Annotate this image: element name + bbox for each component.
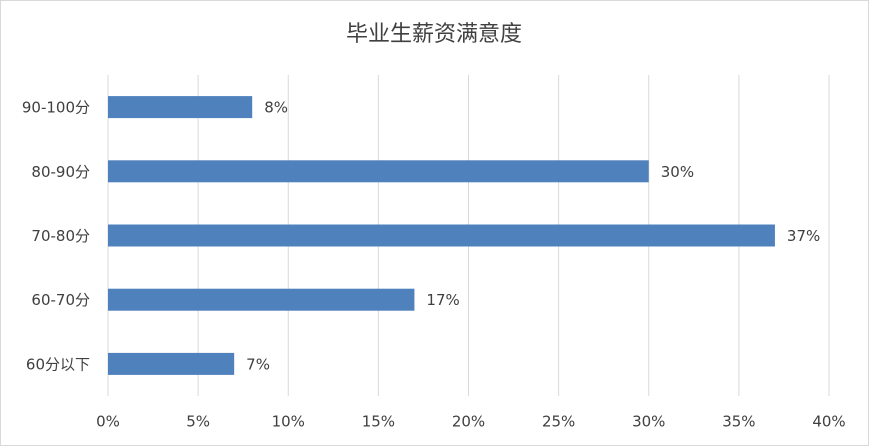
data-label: 30% xyxy=(661,163,694,181)
bar xyxy=(108,352,235,375)
x-tick-label: 35% xyxy=(722,413,755,431)
data-label: 8% xyxy=(264,99,288,117)
chart-title: 毕业生薪资满意度 xyxy=(346,22,522,47)
bar xyxy=(108,96,253,119)
x-tick-label: 10% xyxy=(272,413,305,431)
y-tick-label: 80-90分 xyxy=(31,163,90,181)
data-label: 37% xyxy=(787,227,820,245)
x-tick-label: 20% xyxy=(452,413,485,431)
data-label: 17% xyxy=(426,291,459,309)
y-tick-label: 90-100分 xyxy=(22,99,90,117)
bar xyxy=(108,224,775,247)
bar xyxy=(108,288,415,311)
x-tick-label: 30% xyxy=(632,413,665,431)
bar xyxy=(108,160,649,183)
x-tick-label: 40% xyxy=(812,413,845,431)
y-tick-label: 70-80分 xyxy=(31,227,90,245)
y-tick-label: 60-70分 xyxy=(31,291,90,309)
y-tick-label: 60分以下 xyxy=(26,355,90,373)
x-tick-label: 25% xyxy=(542,413,575,431)
x-tick-label: 0% xyxy=(96,413,120,431)
x-tick-label: 5% xyxy=(186,413,210,431)
data-label: 7% xyxy=(246,355,270,373)
x-tick-label: 15% xyxy=(362,413,395,431)
